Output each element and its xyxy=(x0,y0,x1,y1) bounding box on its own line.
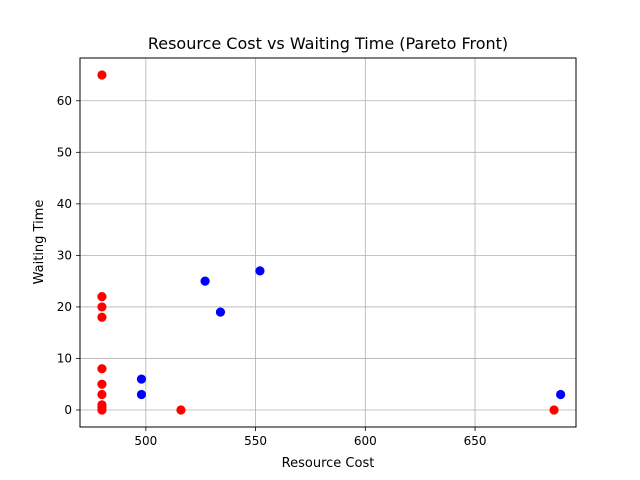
y-axis-label: Waiting Time xyxy=(32,200,47,285)
y-tick-label: 20 xyxy=(57,300,72,314)
red-data-point xyxy=(97,70,107,80)
chart-title: Resource Cost vs Waiting Time (Pareto Fr… xyxy=(148,34,508,53)
y-tick-label: 50 xyxy=(57,145,72,159)
x-axis-ticks: 500 550 600 650 xyxy=(134,427,486,448)
y-axis-ticks: 0 10 20 30 40 50 60 xyxy=(57,94,80,417)
x-tick-label: 600 xyxy=(354,434,377,448)
y-tick-label: 40 xyxy=(57,197,72,211)
blue-data-point xyxy=(136,374,147,384)
red-data-point xyxy=(97,364,107,374)
x-tick-label: 550 xyxy=(244,434,267,448)
red-data-point xyxy=(97,389,107,400)
red-data-point xyxy=(97,302,107,312)
red-data-point xyxy=(97,292,107,302)
grid-lines xyxy=(80,58,576,427)
x-tick-label: 500 xyxy=(134,434,157,448)
red-data-point xyxy=(97,405,107,415)
blue-data-point xyxy=(200,276,210,286)
y-tick-label: 0 xyxy=(64,403,72,417)
red-data-point xyxy=(176,405,186,415)
blue-data-point xyxy=(215,307,226,317)
data-points xyxy=(97,70,566,415)
y-tick-label: 60 xyxy=(57,94,72,108)
blue-data-point xyxy=(556,389,566,400)
red-data-point xyxy=(97,312,107,322)
red-data-point xyxy=(549,405,559,415)
y-tick-label: 30 xyxy=(57,248,72,262)
blue-data-point xyxy=(255,266,265,276)
blue-data-point xyxy=(136,389,147,400)
plot-frame xyxy=(79,57,577,428)
plot-area xyxy=(80,58,576,427)
red-data-point xyxy=(97,379,107,389)
x-axis-label: Resource Cost xyxy=(282,456,375,471)
y-tick-label: 10 xyxy=(57,351,72,365)
x-tick-label: 650 xyxy=(464,434,487,448)
